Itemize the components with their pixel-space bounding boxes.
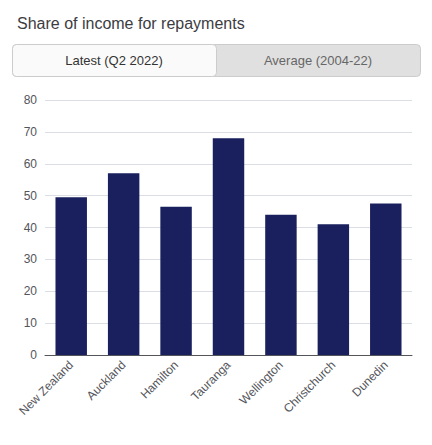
- svg-text:40: 40: [24, 221, 38, 235]
- svg-text:10: 10: [24, 316, 38, 330]
- svg-text:Christchurch: Christchurch: [281, 358, 338, 415]
- svg-text:Dunedin: Dunedin: [349, 358, 390, 399]
- svg-text:Auckland: Auckland: [84, 358, 129, 403]
- svg-text:50: 50: [24, 189, 38, 203]
- svg-text:0: 0: [30, 348, 37, 362]
- svg-text:Average (2004-22): Average (2004-22): [264, 53, 372, 68]
- svg-text:70: 70: [24, 125, 38, 139]
- svg-text:20: 20: [24, 284, 38, 298]
- svg-text:Hamilton: Hamilton: [138, 358, 181, 401]
- svg-text:30: 30: [24, 252, 38, 266]
- svg-text:Latest (Q2 2022): Latest (Q2 2022): [65, 53, 163, 68]
- svg-text:Share of income for repayments: Share of income for repayments: [17, 15, 245, 32]
- svg-text:Tauranga: Tauranga: [188, 358, 233, 403]
- svg-text:80: 80: [24, 93, 38, 107]
- svg-text:New Zealand: New Zealand: [16, 358, 76, 418]
- svg-text:60: 60: [24, 157, 38, 171]
- svg-text:Wellington: Wellington: [237, 358, 286, 407]
